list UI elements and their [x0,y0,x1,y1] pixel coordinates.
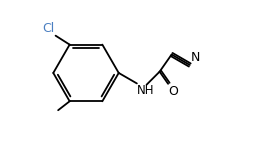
Text: O: O [169,85,178,98]
Text: Cl: Cl [42,22,54,35]
Text: NH: NH [137,84,155,97]
Text: N: N [191,51,200,64]
